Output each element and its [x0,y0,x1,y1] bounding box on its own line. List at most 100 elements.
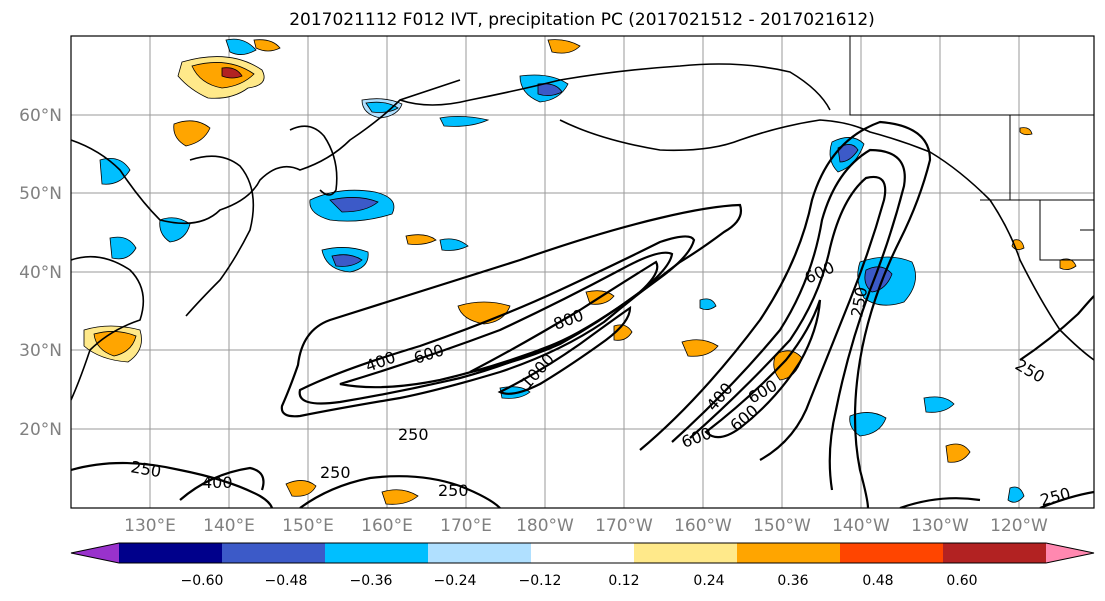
lon-label: 140°E [203,516,255,536]
precip-area [547,39,581,54]
ivt-contour-600 [689,175,887,461]
colorbar: −0.60 −0.48 −0.36 −0.24 −0.12 0.12 0.24 … [70,542,1095,589]
lat-label: 20°N [19,420,62,440]
precip-area [439,116,490,127]
coastlines [71,63,1094,401]
precip-area [329,197,379,213]
precip-area [1007,486,1025,503]
precip-area [99,157,131,185]
colorbar-segment [428,543,531,563]
map-frame [70,35,1095,509]
lon-label: 170°W [595,516,653,536]
ivt-contour-400 [298,235,696,405]
lon-label: 180°W [516,516,574,536]
colorbar-outline [70,542,1095,564]
ivt-contour-250 [899,497,981,508]
contour-label: 400 [202,473,233,492]
kamchatka-coast [289,125,338,196]
colorbar-tick-label: 0.60 [946,573,977,589]
lat-label: 30°N [19,341,62,361]
border-line [849,36,1094,116]
ivt-contour-400 [671,148,906,491]
precip-area [457,301,511,325]
lon-label: 160°W [674,516,732,536]
precip-area [537,83,563,96]
lon-label: 150°W [753,516,811,536]
colorbar-segment [737,543,840,563]
colorbar-tick-label: −0.60 [181,573,224,589]
precip-area [381,489,419,505]
ivt-contour-1000 [497,305,632,395]
china-coast [71,255,145,401]
ivt-contour-800 [469,260,659,374]
colorbar-tick-label: 0.12 [608,573,639,589]
lon-label: 150°E [282,516,334,536]
latitude-labels: 60°N 50°N 40°N 30°N 20°N [19,106,62,440]
ivt-contour-250 [1019,295,1094,361]
colorbar-segment [222,543,325,563]
colorbar-segment [634,543,737,563]
precip-area [109,236,137,260]
lon-label: 120°W [990,516,1048,536]
contour-label: 250 [438,481,469,500]
contour-label: 250 [320,463,351,482]
colorbar-segment [1046,543,1094,563]
precip-area [253,39,281,52]
colorbar-segment [531,543,634,563]
precip-area [1019,127,1033,136]
ivt-contour-800 [704,299,822,439]
colorbar-tick-label: −0.36 [350,573,393,589]
precip-area [221,67,243,79]
precip-area [849,412,887,437]
precip-area [439,238,469,251]
colorbar-segment [325,543,428,563]
ivt-contour-250 [1039,490,1094,508]
border-line [1039,200,1094,261]
precip-area [405,234,437,245]
lat-label: 50°N [19,184,62,204]
lon-label: 170°E [440,516,492,536]
ivt-contour-250 [639,120,932,508]
figure-title: 2017021112 F012 IVT, precipitation PC (2… [289,10,875,30]
ivt-contour-250 [299,475,501,508]
japan-coast [185,155,255,317]
north-america-coast [559,119,1094,361]
colorbar-tick-label: −0.24 [434,573,477,589]
ivt-contour-400 [179,466,265,501]
precip-area [173,120,211,147]
colorbar-tick-labels: −0.60 −0.48 −0.36 −0.24 −0.12 0.12 0.24 … [181,573,978,589]
ivt-contour-250 [280,203,742,418]
alaska-north-coast [399,63,831,111]
lon-label: 130°E [124,516,176,536]
colorbar-tick-label: −0.12 [519,573,562,589]
colorbar-tick-label: −0.48 [265,573,308,589]
colorbar-segment [943,543,1046,563]
longitude-labels: 130°E 140°E 150°E 160°E 170°E 180°W 170°… [124,516,1048,536]
precip-area [1059,258,1077,270]
precip-area [837,144,859,163]
precip-area [945,443,971,463]
asia-coast [71,79,461,225]
lon-label: 140°W [832,516,890,536]
colorbar-tick-label: 0.48 [862,573,893,589]
lat-label: 40°N [19,263,62,283]
lon-label: 130°W [911,516,969,536]
precip-area [699,298,717,310]
contour-label: 250 [398,425,429,444]
lat-label: 60°N [19,106,62,126]
precip-area [923,396,955,413]
colorbar-segment [71,543,119,563]
precip-area [681,339,719,357]
precip-area [331,254,363,267]
colorbar-segments [70,542,1095,564]
colorbar-segment [119,543,222,563]
map-panel: 400 600 800 1000 250 250 250 400 600 250… [70,35,1095,509]
ivt-contour-600 [339,251,674,389]
colorbar-tick-label: 0.24 [693,573,724,589]
ivt-contour-250 [71,461,274,508]
ivt-contours [71,120,1094,508]
precip-area [225,38,257,55]
precip-area [285,480,317,497]
political-borders [849,36,1094,261]
